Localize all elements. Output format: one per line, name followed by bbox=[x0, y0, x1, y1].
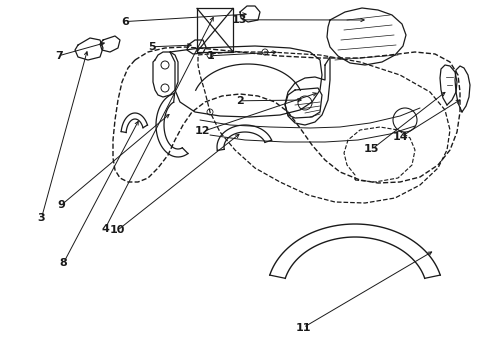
Text: 2: 2 bbox=[235, 96, 243, 106]
Text: 10: 10 bbox=[109, 225, 125, 235]
Text: 9: 9 bbox=[57, 200, 65, 210]
Text: 7: 7 bbox=[55, 51, 62, 61]
Text: 12: 12 bbox=[195, 126, 210, 136]
Text: 1: 1 bbox=[206, 51, 214, 61]
Text: 4: 4 bbox=[101, 224, 109, 234]
Text: 3: 3 bbox=[38, 213, 45, 223]
Text: 15: 15 bbox=[363, 144, 379, 154]
Text: 5: 5 bbox=[147, 42, 155, 52]
Text: 8: 8 bbox=[60, 258, 67, 268]
Text: 14: 14 bbox=[392, 132, 408, 142]
Text: 13: 13 bbox=[231, 15, 247, 25]
Text: 11: 11 bbox=[295, 323, 310, 333]
Text: 6: 6 bbox=[121, 17, 128, 27]
